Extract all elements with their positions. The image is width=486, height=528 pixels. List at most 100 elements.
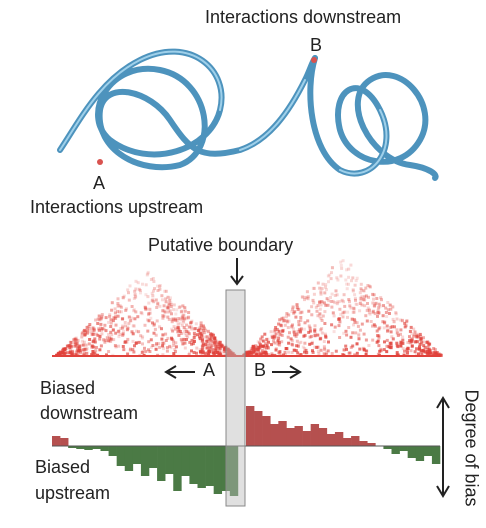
heatmap-cell [208,336,212,340]
heatmap-cell [432,351,436,355]
heatmap-cell [201,339,205,343]
heatmap-cell [274,347,278,351]
heatmap-cell [335,293,339,297]
heatmap-cell [307,330,311,334]
heatmap-cell [209,335,213,339]
heatmap-cell [164,339,168,342]
heatmap-cell [428,351,432,355]
heatmap-cell [181,314,185,318]
heatmap-cell [169,296,172,300]
heatmap-cell [152,323,156,327]
heatmap-cell [117,330,121,334]
heatmap-cell [349,345,353,349]
heatmap-cell [338,307,342,311]
heatmap-cell [415,347,418,351]
heatmap-cell [182,313,186,317]
heatmap-cell [90,353,93,357]
heatmap-cell [204,328,208,332]
heatmap-cell [162,304,166,308]
heatmap-cell [187,311,191,314]
heatmap-cell [80,332,84,336]
heatmap-cell [403,321,407,325]
heatmap-cell [383,340,386,344]
bias-bar [100,446,109,451]
heatmap-cell [76,347,80,351]
heatmap-cell [121,296,125,300]
heatmap-cell [410,344,414,348]
heatmap-cell [406,347,410,350]
heatmap-cell [91,328,95,332]
heatmap-cell [312,286,316,290]
heatmap-cell [71,350,74,354]
heatmap-cell [433,348,437,352]
heatmap-cell [175,319,179,323]
heatmap-cell [358,302,362,305]
heatmap-cell [251,346,255,350]
heatmap-cell [351,331,355,335]
heatmap-cell [299,353,303,356]
heatmap-cell [317,352,321,356]
heatmap-cell [158,287,162,291]
heatmap-cell [197,328,201,332]
heatmap-cell [113,311,117,315]
heatmap-cell [290,351,294,354]
heatmap-cell [382,304,385,308]
heatmap-cell [85,351,89,355]
heatmap-cell [166,336,170,340]
heatmap-cell [152,280,156,283]
heatmap-cell [170,312,173,316]
heatmap-cell [155,342,159,345]
heatmap-cell [316,349,320,353]
heatmap-cell [390,335,394,339]
heatmap-cell [143,346,146,350]
heatmap-cell [291,307,295,311]
heatmap-cell [248,353,252,356]
heatmap-cell [301,295,305,299]
heatmap-cell [362,289,366,293]
heatmap-cell [201,324,205,328]
heatmap-cell [299,327,303,331]
heatmap-cell [131,339,135,343]
heatmap-cell [58,350,62,354]
heatmap-cell [194,322,198,326]
heatmap-cell [360,322,364,326]
heatmap-cell [354,302,358,306]
heatmap-cell [84,343,88,347]
heatmap-cell [419,335,423,338]
heatmap-cell [191,342,195,346]
heatmap-cell [290,325,294,329]
bias-bar [181,446,190,476]
heatmap-cell [368,285,372,289]
heatmap-cell [358,296,362,300]
heatmap-cell [266,346,270,350]
heatmap-cell [190,319,194,323]
heatmap-cell [408,335,411,339]
heatmap-cell [337,317,340,321]
heatmap-cell [360,288,364,292]
heatmap-cell [367,295,370,299]
heatmap-cell [190,349,193,353]
heatmap-cell [192,350,196,354]
heatmap-cell [279,332,283,336]
heatmap-cell [141,342,144,346]
heatmap-cell [327,280,330,284]
heatmap-cell [180,323,184,327]
heatmap-cell [264,342,268,346]
heatmap-cell [395,331,399,335]
heatmap-cell [153,287,156,291]
heatmap-cell [108,313,112,317]
heatmap-cell [109,337,113,341]
heatmap-cell [182,320,186,324]
heatmap-cell [420,352,424,356]
heatmap-cell [110,301,114,305]
heatmap-cell [127,315,131,319]
heatmap-cell [151,297,155,301]
heatmap-cell [329,277,333,281]
heatmap-cell [107,333,110,336]
heatmap-cell [281,329,285,333]
bias-bar [173,446,182,491]
heatmap-cell [345,347,348,351]
heatmap-cell [68,346,72,350]
heatmap-cell [169,305,173,309]
heatmap-cell [114,331,118,335]
